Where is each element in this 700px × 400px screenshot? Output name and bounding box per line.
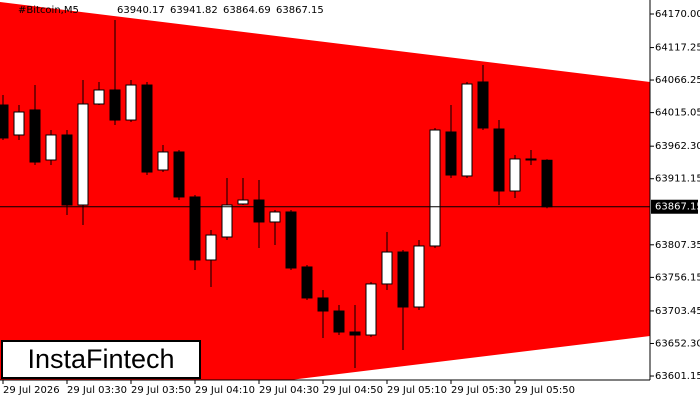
x-tick-label: 29 Jul 04:30 — [259, 385, 319, 396]
y-tick-label: 64015.05 — [655, 108, 700, 119]
candle-body — [93, 89, 105, 105]
logo-box — [1, 340, 201, 379]
candle-body — [125, 84, 137, 121]
x-tick-label: 29 Jul 03:30 — [67, 385, 127, 396]
y-tick-label: 64170.00 — [655, 9, 700, 20]
candle-body — [333, 310, 345, 333]
current-price-label: 63867.15 — [655, 202, 700, 213]
candle-body — [365, 283, 377, 336]
candle-body — [0, 104, 9, 139]
x-tick-label: 29 Jul 05:50 — [515, 385, 575, 396]
y-tick-label: 63703.45 — [655, 306, 700, 317]
ohlc-open: 63940.17 — [117, 5, 165, 16]
candle-body — [109, 89, 121, 121]
x-tick-label: 29 Jul 05:10 — [387, 385, 447, 396]
candle-body — [61, 134, 73, 206]
candle-body — [237, 199, 249, 205]
ohlc-close: 63867.15 — [276, 5, 324, 16]
candle-body — [317, 297, 329, 312]
candle-body — [509, 158, 521, 192]
y-tick-label: 63962.30 — [655, 141, 700, 152]
y-tick-label: 63652.30 — [655, 338, 700, 349]
chart-title: #Bitcoin,M5 — [18, 5, 79, 16]
candle-body — [429, 129, 441, 247]
candle-body — [157, 151, 169, 171]
axis-layer — [2, 13, 654, 384]
x-tick-label: 29 Jul 03:50 — [131, 385, 191, 396]
x-tick-label: 29 Jul 04:10 — [195, 385, 255, 396]
candle-body — [205, 234, 217, 261]
candle-body — [221, 204, 233, 238]
candle-body — [397, 251, 409, 308]
candle-body — [445, 131, 457, 176]
x-tick-label: 29 Jul 2026 — [3, 385, 60, 396]
candle-body — [493, 128, 505, 192]
y-tick-label: 64066.25 — [655, 75, 700, 86]
ohlc-low: 63864.69 — [223, 5, 271, 16]
candle-body — [301, 266, 313, 299]
candle-body — [461, 83, 473, 177]
candle-body — [381, 251, 393, 285]
candle-body — [253, 199, 265, 223]
x-tick-label: 29 Jul 04:50 — [323, 385, 383, 396]
candle-body — [173, 151, 185, 198]
y-tick-label: 63911.15 — [655, 174, 700, 185]
candles — [0, 19, 650, 368]
current-price-box — [651, 199, 698, 214]
candle-body — [45, 134, 57, 161]
y-tick-label: 63601.15 — [655, 371, 700, 382]
candle-body — [77, 103, 89, 206]
candle-body — [413, 245, 425, 308]
candle-body — [13, 111, 25, 136]
candle-body — [525, 158, 537, 161]
candle-body — [29, 109, 41, 163]
x-tick-label: 29 Jul 05:30 — [451, 385, 511, 396]
candle-body — [477, 81, 489, 129]
logo: InstaFintech — [27, 344, 174, 374]
candle-body — [285, 211, 297, 269]
y-tick-label: 64117.25 — [655, 43, 700, 54]
candle-body — [141, 84, 153, 173]
candle-body — [349, 331, 361, 336]
candle-body — [541, 159, 553, 208]
candle-body — [269, 211, 281, 223]
y-tick-label: 63756.15 — [655, 272, 700, 283]
candle-body — [189, 196, 201, 261]
ohlc-high: 63941.82 — [170, 5, 218, 16]
y-tick-label: 63807.35 — [655, 240, 700, 251]
